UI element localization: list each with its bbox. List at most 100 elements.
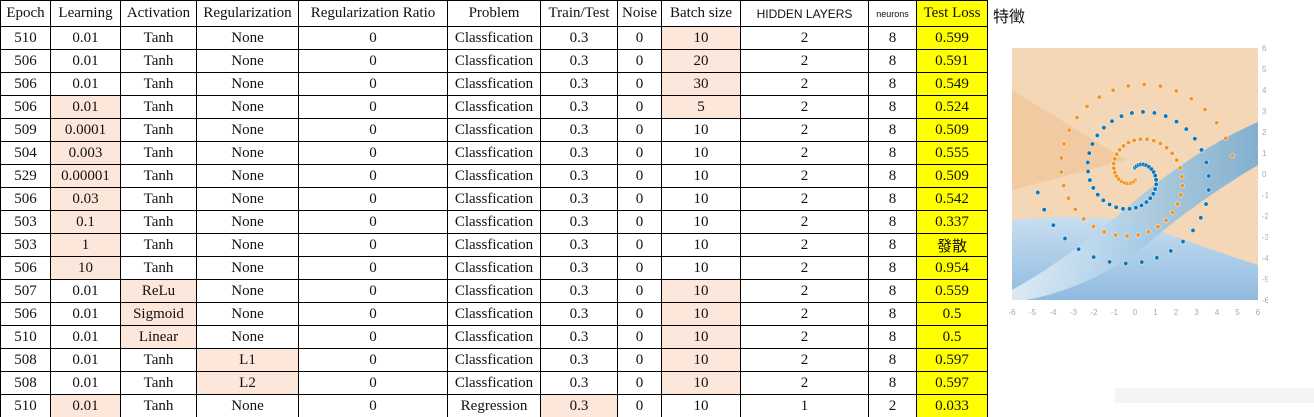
- cell-regularization-ratio[interactable]: 0: [299, 27, 448, 50]
- cell-batch-size[interactable]: 5: [662, 96, 741, 119]
- cell-train-test[interactable]: 0.3: [541, 395, 618, 417]
- cell-test-loss[interactable]: 0.542: [917, 188, 988, 211]
- cell-neurons[interactable]: 8: [869, 257, 917, 280]
- cell-problem[interactable]: Regression: [448, 395, 541, 417]
- cell-regularization-ratio[interactable]: 0: [299, 96, 448, 119]
- header-batch-size[interactable]: Batch size: [662, 1, 741, 27]
- cell-problem[interactable]: Classfication: [448, 142, 541, 165]
- cell-epoch[interactable]: 506: [1, 188, 51, 211]
- cell-batch-size[interactable]: 20: [662, 50, 741, 73]
- cell-learning[interactable]: 0.01: [51, 96, 121, 119]
- cell-learning[interactable]: 10: [51, 257, 121, 280]
- cell-hidden-layers[interactable]: 2: [741, 211, 869, 234]
- cell-epoch[interactable]: 510: [1, 27, 51, 50]
- cell-problem[interactable]: Classfication: [448, 27, 541, 50]
- cell-regularization-ratio[interactable]: 0: [299, 234, 448, 257]
- cell-noise[interactable]: 0: [618, 395, 662, 417]
- cell-train-test[interactable]: 0.3: [541, 280, 618, 303]
- cell-activation[interactable]: Tanh: [121, 119, 197, 142]
- cell-test-loss[interactable]: 0.337: [917, 211, 988, 234]
- cell-epoch[interactable]: 507: [1, 280, 51, 303]
- cell-regularization-ratio[interactable]: 0: [299, 257, 448, 280]
- cell-noise[interactable]: 0: [618, 372, 662, 395]
- cell-hidden-layers[interactable]: 2: [741, 349, 869, 372]
- cell-train-test[interactable]: 0.3: [541, 303, 618, 326]
- cell-epoch[interactable]: 503: [1, 211, 51, 234]
- cell-neurons[interactable]: 2: [869, 395, 917, 417]
- cell-hidden-layers[interactable]: 2: [741, 50, 869, 73]
- cell-test-loss[interactable]: 0.549: [917, 73, 988, 96]
- cell-activation[interactable]: Tanh: [121, 257, 197, 280]
- header-test-loss[interactable]: Test Loss: [917, 1, 988, 27]
- cell-regularization-ratio[interactable]: 0: [299, 188, 448, 211]
- cell-test-loss[interactable]: 0.509: [917, 119, 988, 142]
- cell-noise[interactable]: 0: [618, 27, 662, 50]
- cell-train-test[interactable]: 0.3: [541, 188, 618, 211]
- cell-problem[interactable]: Classfication: [448, 188, 541, 211]
- cell-train-test[interactable]: 0.3: [541, 234, 618, 257]
- cell-noise[interactable]: 0: [618, 326, 662, 349]
- cell-hidden-layers[interactable]: 1: [741, 395, 869, 417]
- cell-activation[interactable]: Tanh: [121, 27, 197, 50]
- cell-noise[interactable]: 0: [618, 96, 662, 119]
- cell-noise[interactable]: 0: [618, 119, 662, 142]
- cell-regularization[interactable]: None: [197, 395, 299, 417]
- cell-problem[interactable]: Classfication: [448, 119, 541, 142]
- cell-test-loss[interactable]: 0.555: [917, 142, 988, 165]
- cell-regularization-ratio[interactable]: 0: [299, 326, 448, 349]
- cell-problem[interactable]: Classfication: [448, 50, 541, 73]
- cell-epoch[interactable]: 510: [1, 326, 51, 349]
- cell-regularization-ratio[interactable]: 0: [299, 303, 448, 326]
- cell-hidden-layers[interactable]: 2: [741, 27, 869, 50]
- cell-train-test[interactable]: 0.3: [541, 349, 618, 372]
- cell-regularization-ratio[interactable]: 0: [299, 349, 448, 372]
- cell-test-loss[interactable]: 0.597: [917, 372, 988, 395]
- cell-regularization[interactable]: None: [197, 73, 299, 96]
- cell-neurons[interactable]: 8: [869, 280, 917, 303]
- header-learning[interactable]: Learning: [51, 1, 121, 27]
- cell-learning[interactable]: 0.01: [51, 395, 121, 417]
- cell-epoch[interactable]: 503: [1, 234, 51, 257]
- cell-noise[interactable]: 0: [618, 73, 662, 96]
- cell-batch-size[interactable]: 10: [662, 372, 741, 395]
- cell-learning[interactable]: 1: [51, 234, 121, 257]
- header-regularization[interactable]: Regularization: [197, 1, 299, 27]
- cell-regularization[interactable]: L1: [197, 349, 299, 372]
- cell-regularization[interactable]: L2: [197, 372, 299, 395]
- cell-test-loss[interactable]: 發散: [917, 234, 988, 257]
- cell-hidden-layers[interactable]: 2: [741, 188, 869, 211]
- cell-regularization[interactable]: None: [197, 142, 299, 165]
- cell-problem[interactable]: Classfication: [448, 303, 541, 326]
- cell-epoch[interactable]: 506: [1, 257, 51, 280]
- cell-neurons[interactable]: 8: [869, 27, 917, 50]
- cell-hidden-layers[interactable]: 2: [741, 96, 869, 119]
- cell-epoch[interactable]: 510: [1, 395, 51, 417]
- cell-hidden-layers[interactable]: 2: [741, 119, 869, 142]
- cell-noise[interactable]: 0: [618, 349, 662, 372]
- cell-problem[interactable]: Classfication: [448, 326, 541, 349]
- cell-regularization-ratio[interactable]: 0: [299, 119, 448, 142]
- cell-problem[interactable]: Classfication: [448, 280, 541, 303]
- header-activation[interactable]: Activation: [121, 1, 197, 27]
- cell-hidden-layers[interactable]: 2: [741, 142, 869, 165]
- cell-epoch[interactable]: 504: [1, 142, 51, 165]
- cell-learning[interactable]: 0.03: [51, 188, 121, 211]
- cell-train-test[interactable]: 0.3: [541, 73, 618, 96]
- cell-epoch[interactable]: 506: [1, 96, 51, 119]
- cell-activation[interactable]: Tanh: [121, 349, 197, 372]
- cell-test-loss[interactable]: 0.033: [917, 395, 988, 417]
- cell-regularization[interactable]: None: [197, 188, 299, 211]
- cell-batch-size[interactable]: 10: [662, 188, 741, 211]
- cell-batch-size[interactable]: 10: [662, 234, 741, 257]
- cell-batch-size[interactable]: 10: [662, 142, 741, 165]
- cell-epoch[interactable]: 508: [1, 372, 51, 395]
- cell-learning[interactable]: 0.01: [51, 326, 121, 349]
- cell-regularization-ratio[interactable]: 0: [299, 50, 448, 73]
- cell-regularization[interactable]: None: [197, 257, 299, 280]
- cell-train-test[interactable]: 0.3: [541, 211, 618, 234]
- cell-train-test[interactable]: 0.3: [541, 119, 618, 142]
- cell-activation[interactable]: Sigmoid: [121, 303, 197, 326]
- cell-batch-size[interactable]: 10: [662, 211, 741, 234]
- cell-neurons[interactable]: 8: [869, 142, 917, 165]
- cell-activation[interactable]: Tanh: [121, 234, 197, 257]
